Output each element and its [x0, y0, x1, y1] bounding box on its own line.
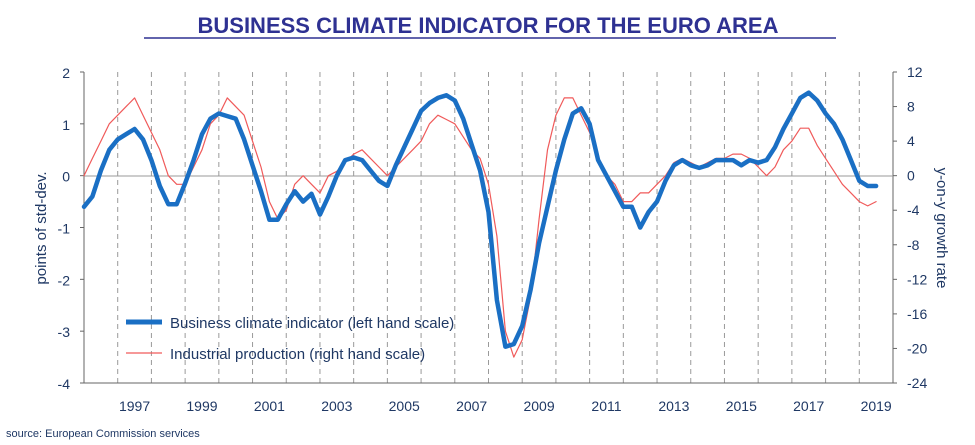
x-tick-label: 2011	[591, 398, 621, 414]
right-tick-label: 12	[907, 64, 923, 80]
right-tick-label: 0	[907, 168, 915, 184]
right-tick-label: -8	[907, 237, 920, 253]
series-lines	[81, 90, 879, 358]
left-tick-label: -4	[58, 376, 71, 392]
x-tick-label: 2007	[456, 398, 487, 414]
x-axis-ticks: 1997 1999 2001 2003 2005 2007 2009 2011 2013 2015…	[119, 398, 892, 414]
right-tick-label: 8	[907, 99, 915, 115]
chart-title: BUSINESS CLIMATE INDICATOR FOR THE EURO …	[198, 13, 779, 38]
right-axis-label: y-on-y growth rate	[933, 168, 950, 289]
series-line-bci	[81, 90, 879, 349]
right-tick-label: -4	[907, 202, 920, 218]
x-tick-label: 2009	[523, 398, 554, 414]
right-tick-label: -24	[907, 375, 927, 391]
legend-ip-label: Industrial production (right hand scale)	[170, 346, 425, 363]
left-tick-label: 0	[62, 169, 70, 185]
x-tick-label: 1999	[186, 398, 217, 414]
x-tick-label: 2005	[389, 398, 420, 414]
right-tick-label: -12	[907, 271, 927, 287]
x-tick-label: 2017	[793, 398, 824, 414]
x-tick-label: 2001	[254, 398, 285, 414]
left-tick-label: -1	[58, 221, 71, 237]
right-axis-ticks: 12 8 4 0 -4 -8 -12 -16 -20 -24	[893, 64, 927, 391]
series-line-industrial-production	[83, 97, 877, 358]
x-tick-label: 2013	[658, 398, 689, 414]
left-axis-ticks: 2 1 0 -1 -2 -3 -4	[58, 65, 84, 392]
gridlines	[117, 72, 860, 383]
left-axis-label: points of std-dev.	[33, 171, 50, 284]
x-tick-label: 2003	[321, 398, 352, 414]
left-tick-label: 2	[62, 65, 70, 81]
x-tick-label: 1997	[119, 398, 150, 414]
left-tick-label: 1	[62, 117, 70, 133]
x-tick-label: 2019	[861, 398, 892, 414]
right-tick-label: -20	[907, 340, 927, 356]
left-tick-label: -3	[58, 324, 71, 340]
left-tick-label: -2	[58, 272, 71, 288]
legend-bci-label: Business climate indicator (left hand sc…	[170, 315, 454, 332]
legend: Business climate indicator (left hand sc…	[126, 315, 454, 363]
right-tick-label: 4	[907, 133, 915, 149]
right-tick-label: -16	[907, 306, 927, 322]
source-note: source: European Commission services	[6, 428, 200, 440]
x-tick-label: 2015	[726, 398, 757, 414]
